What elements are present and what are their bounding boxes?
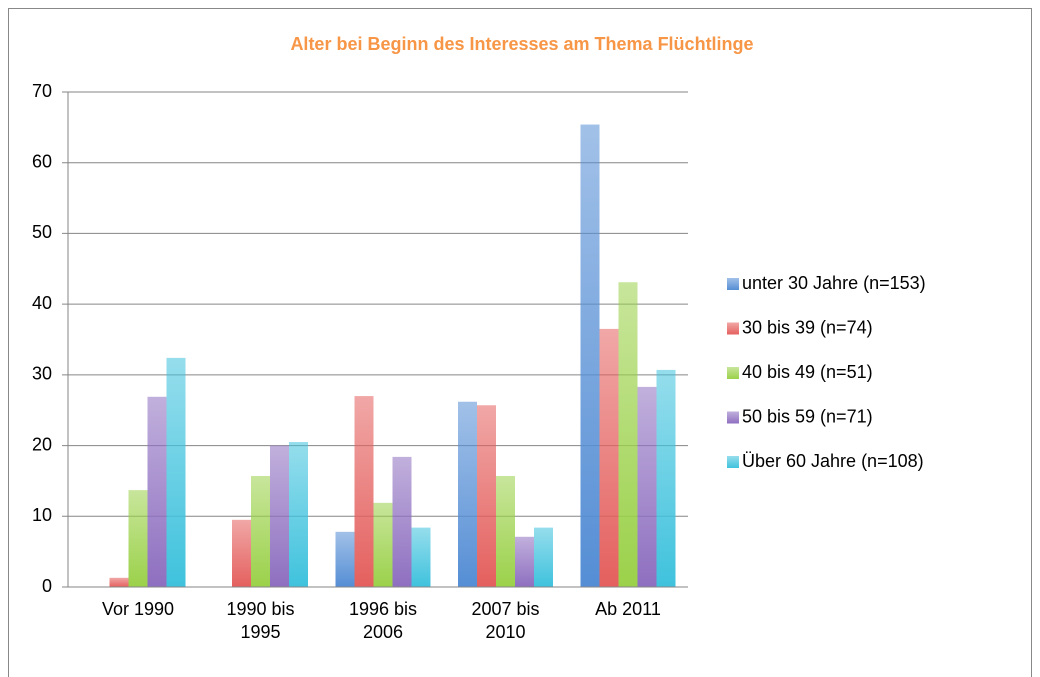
bar xyxy=(109,577,129,587)
legend-label: 40 bis 49 (n=51) xyxy=(742,362,873,382)
bar xyxy=(128,490,148,587)
x-tick-label: 1996 bis 2006 xyxy=(348,599,418,642)
bar xyxy=(534,527,553,587)
bar xyxy=(656,369,676,587)
y-tick-label: 70 xyxy=(32,81,52,101)
x-tick-label: Ab 2011 xyxy=(595,599,661,619)
bar xyxy=(580,124,600,588)
legend-swatch xyxy=(727,411,739,424)
bar xyxy=(515,536,534,587)
bar xyxy=(458,401,477,587)
legend-label: 50 bis 59 (n=71) xyxy=(742,406,873,426)
legend-label: unter 30 Jahre (n=153) xyxy=(742,273,926,293)
bar xyxy=(289,442,308,587)
bar xyxy=(166,357,186,587)
bar xyxy=(232,519,251,587)
bar xyxy=(477,405,496,587)
y-tick-label: 20 xyxy=(32,434,52,454)
x-tick-label: Vor 1990 xyxy=(101,599,175,619)
bar xyxy=(270,445,289,587)
x-tick-label: 2007 bis 2010 xyxy=(471,599,540,642)
bar xyxy=(599,328,619,587)
bar xyxy=(496,475,515,587)
y-tick-label: 40 xyxy=(32,293,52,313)
y-tick-label: 10 xyxy=(32,505,52,525)
bar xyxy=(392,456,412,587)
legend-label: Über 60 Jahre (n=108) xyxy=(742,451,924,471)
x-tick-label: 1990 bis 1995 xyxy=(226,599,295,642)
bar xyxy=(618,282,638,587)
legend-swatch xyxy=(727,322,739,335)
y-tick-label: 30 xyxy=(32,364,52,384)
bar xyxy=(354,396,374,587)
legend-swatch xyxy=(727,367,739,379)
y-tick-label: 50 xyxy=(32,222,52,242)
bar xyxy=(637,386,657,587)
y-tick-label: 0 xyxy=(42,576,52,596)
bar xyxy=(147,396,167,587)
bar xyxy=(335,531,355,587)
bar xyxy=(251,475,270,587)
legend-swatch xyxy=(727,278,739,290)
y-tick-label: 60 xyxy=(32,151,52,171)
frame-border xyxy=(8,8,1032,677)
legend-swatch xyxy=(727,456,739,468)
bar xyxy=(373,502,393,587)
chart-title: Alter bei Beginn des Interesses am Thema… xyxy=(290,34,753,54)
legend-label: 30 bis 39 (n=74) xyxy=(742,317,873,337)
bar xyxy=(411,527,431,587)
